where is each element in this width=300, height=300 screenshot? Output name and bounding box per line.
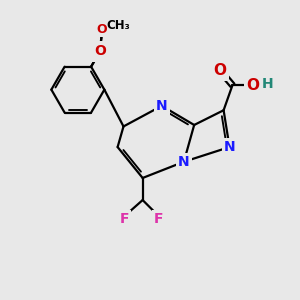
Text: O: O <box>247 78 260 93</box>
Text: O: O <box>96 23 107 36</box>
Text: O: O <box>214 63 226 78</box>
Text: N: N <box>178 155 190 169</box>
Text: F: F <box>120 212 129 226</box>
Text: F: F <box>154 212 164 226</box>
Text: CH₃: CH₃ <box>106 19 130 32</box>
Text: N: N <box>156 99 168 113</box>
Text: N: N <box>224 140 235 154</box>
Text: H: H <box>261 77 273 91</box>
Text: O: O <box>94 44 106 58</box>
Text: O: O <box>93 46 105 60</box>
